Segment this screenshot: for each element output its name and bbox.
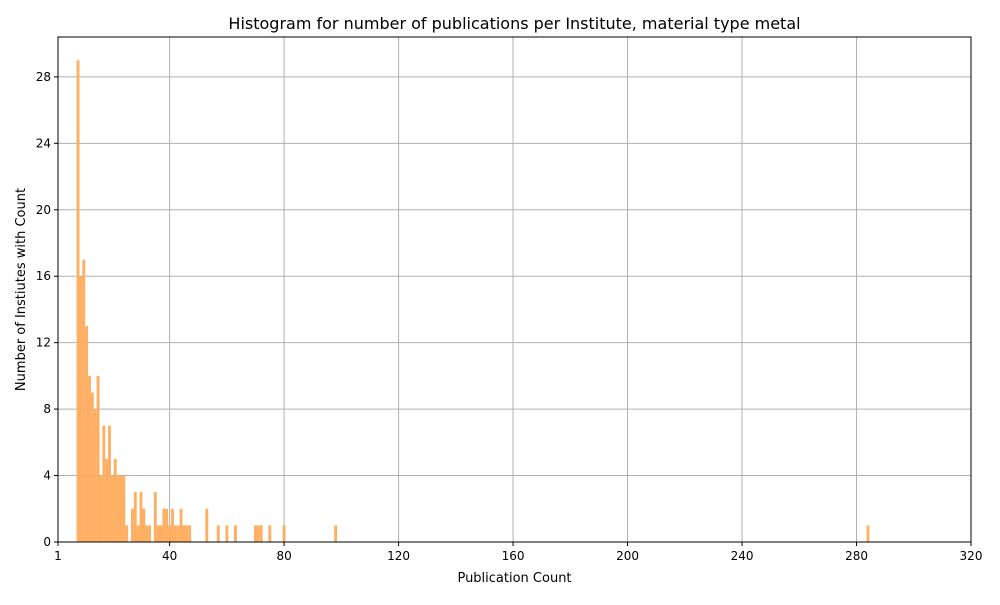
histogram-bar [334, 525, 338, 542]
histogram-bar [90, 392, 94, 542]
histogram-bar [110, 475, 114, 542]
histogram-bars [76, 60, 870, 542]
histogram-bar [159, 525, 163, 542]
histogram-bar [116, 475, 120, 542]
histogram-bar [122, 475, 126, 542]
histogram-bar [168, 525, 172, 542]
histogram-bar [162, 508, 166, 542]
y-tick-label: 0 [43, 535, 51, 549]
histogram-bar [216, 525, 220, 542]
histogram-bar [88, 375, 91, 542]
histogram-bar [99, 475, 103, 542]
histogram-bar [93, 409, 97, 542]
histogram-bar [102, 425, 106, 542]
histogram-bar [182, 525, 186, 542]
grid-lines [57, 37, 972, 543]
histogram-bar [225, 525, 229, 542]
histogram-bar [133, 492, 137, 542]
histogram-bar [105, 458, 109, 542]
histogram-bar [156, 525, 160, 542]
x-tick-label: 320 [960, 549, 983, 563]
x-tick-label: 280 [845, 549, 868, 563]
x-tick-label: 120 [387, 549, 410, 563]
histogram-bar [113, 458, 117, 542]
histogram-bar [125, 525, 129, 542]
y-tick-label: 28 [36, 70, 51, 84]
y-axis-ticks: 0 4 8 12 16 20 24 28 [36, 70, 58, 549]
histogram-bar [153, 492, 157, 542]
histogram-bar [136, 525, 140, 542]
y-axis-label: Number of Instiutes with Count [14, 188, 29, 391]
histogram-bar [119, 475, 123, 542]
histogram-bar [76, 60, 80, 542]
x-axis-ticks: 1 40 80 120 160 200 240 280 320 [54, 542, 982, 563]
histogram-bar [185, 525, 189, 542]
x-tick-label: 240 [731, 549, 754, 563]
x-axis-label: Publication Count [457, 571, 571, 586]
x-tick-label: 80 [276, 549, 291, 563]
histogram-bar [234, 525, 237, 542]
histogram-bar [256, 525, 260, 542]
histogram-bar [165, 508, 169, 542]
x-tick-label: 40 [162, 549, 177, 563]
plot-area-frame [57, 36, 972, 543]
histogram-bar [142, 508, 146, 542]
histogram-bar [130, 508, 134, 542]
histogram-bar [866, 525, 870, 542]
histogram-bar [173, 525, 177, 542]
histogram-bar [282, 525, 286, 542]
y-tick-label: 24 [36, 136, 51, 150]
x-tick-label: 1 [54, 549, 62, 563]
x-tick-label: 200 [616, 549, 639, 563]
x-tick-label: 160 [502, 549, 525, 563]
histogram-bar [139, 492, 143, 542]
y-tick-label: 16 [36, 269, 51, 283]
y-tick-label: 4 [43, 469, 51, 483]
y-tick-label: 8 [43, 402, 51, 416]
histogram-bar [79, 276, 83, 542]
histogram-bar [205, 508, 209, 542]
histogram-bar [148, 525, 152, 542]
histogram-bar [254, 525, 257, 542]
chart-title: Histogram for number of publications per… [228, 14, 800, 33]
histogram-bar [96, 375, 100, 542]
histogram-bar [188, 525, 192, 542]
histogram-bar [179, 508, 183, 542]
histogram-bar [108, 425, 111, 542]
histogram-bar [82, 259, 86, 542]
histogram-bar [145, 525, 149, 542]
histogram-bar [268, 525, 272, 542]
histogram-bar [176, 525, 180, 542]
y-tick-label: 20 [36, 203, 51, 217]
histogram-bar [85, 326, 89, 542]
histogram-bar [259, 525, 263, 542]
y-tick-label: 12 [36, 336, 51, 350]
histogram-bar [171, 508, 174, 542]
